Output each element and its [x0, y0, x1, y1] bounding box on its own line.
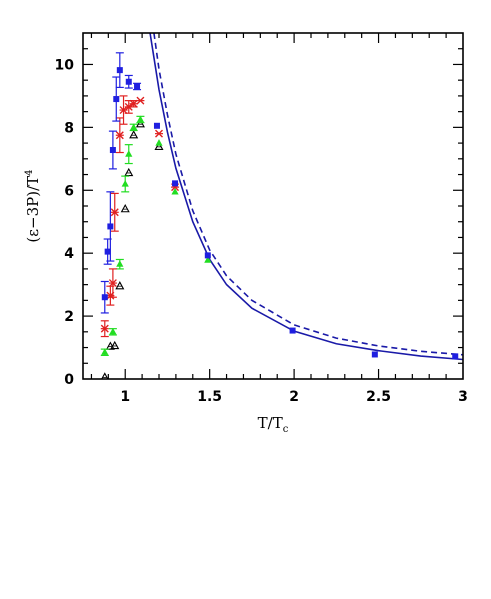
- data-point-open-triangle: [129, 130, 139, 139]
- marker-square: [107, 223, 114, 230]
- data-point-triangle: [155, 139, 163, 146]
- y-axis-title: (ε−3P)/T4: [24, 169, 42, 242]
- axis-ticks: [83, 33, 463, 379]
- marker-square: [109, 147, 116, 154]
- data-point-triangle: [108, 327, 117, 336]
- x-tick-label: 2.5: [366, 389, 391, 405]
- x-axis-title-main: T/T: [258, 414, 283, 432]
- data-point-square: [289, 327, 296, 334]
- marker-triangle: [116, 260, 124, 267]
- data-point-square: [172, 180, 179, 187]
- data-point-square: [115, 52, 124, 89]
- data-point-star: [136, 96, 145, 105]
- data-point-square: [133, 82, 142, 91]
- x-tick-labels: 1 1.5 2 2.5 3: [120, 389, 468, 405]
- marker-square: [125, 78, 132, 85]
- plot-frame: [82, 32, 464, 380]
- data-point-square: [204, 252, 211, 259]
- curve-dashed: [153, 33, 463, 356]
- data-point-open-triangle: [101, 372, 109, 379]
- marker-square: [452, 353, 459, 360]
- y-tick-label: 8: [64, 120, 74, 136]
- marker-square: [289, 327, 296, 334]
- data-point-star: [124, 100, 133, 114]
- data-point-square: [100, 280, 109, 314]
- x-tick-label: 3: [458, 389, 468, 405]
- marker-square: [113, 96, 120, 103]
- data-point-square: [153, 122, 160, 129]
- marker-square: [153, 122, 160, 129]
- marker-square: [104, 248, 111, 255]
- data-point-triangle: [100, 348, 109, 357]
- marker-square: [204, 252, 211, 259]
- plot-area: [100, 33, 463, 379]
- data-point-star: [129, 99, 138, 108]
- data-point-open-triangle: [154, 141, 164, 151]
- marker-square: [101, 294, 108, 301]
- data-point-square: [124, 74, 133, 89]
- y-tick-label: 6: [64, 183, 74, 199]
- marker-open-triangle: [129, 130, 139, 139]
- marker-triangle: [130, 123, 138, 130]
- data-point-star: [108, 268, 117, 298]
- data-point-square: [112, 76, 121, 122]
- data-point-open-triangle: [124, 167, 134, 177]
- y-tick-label: 0: [64, 372, 74, 388]
- x-tick-label: 2: [289, 389, 299, 405]
- data-point-triangle: [124, 144, 133, 165]
- marker-square: [134, 83, 141, 90]
- marker-square: [371, 351, 378, 358]
- marker-triangle: [101, 348, 109, 355]
- data-point-triangle: [136, 115, 145, 124]
- data-point-square: [106, 191, 115, 262]
- data-point-star: [110, 192, 119, 232]
- data-point-triangle: [121, 175, 130, 193]
- curve-solid: [149, 33, 463, 361]
- data-point-triangle: [129, 123, 138, 132]
- data-point-star: [115, 117, 124, 154]
- marker-open-triangle: [115, 281, 125, 290]
- marker-square: [116, 67, 123, 74]
- marker-square: [172, 180, 179, 187]
- data-point-star: [155, 129, 163, 138]
- marker-open-triangle: [120, 203, 130, 213]
- marker-open-triangle: [154, 141, 164, 151]
- data-point-square: [452, 353, 459, 360]
- marker-triangle: [155, 139, 163, 146]
- x-tick-label: 1.5: [197, 389, 222, 405]
- data-point-open-triangle: [120, 203, 130, 213]
- marker-open-triangle: [124, 167, 134, 177]
- y-tick-label: 2: [64, 309, 74, 325]
- data-point-star: [100, 320, 109, 338]
- marker-triangle: [171, 187, 179, 195]
- marker-open-triangle: [110, 340, 120, 350]
- marker-triangle: [204, 256, 212, 263]
- data-point-triangle: [204, 256, 212, 263]
- marker-triangle: [125, 150, 133, 157]
- x-tick-label: 1: [120, 389, 130, 405]
- y-axis-title-main: (ε−3P)/T: [24, 176, 42, 243]
- y-tick-labels: 0 2 4 6 8 10: [55, 57, 75, 388]
- marker-triangle: [121, 179, 129, 187]
- data-point-square: [371, 351, 378, 358]
- data-point-star: [119, 95, 128, 125]
- data-point-open-triangle: [110, 340, 120, 350]
- data-point-triangle: [115, 258, 124, 270]
- data-point-triangle: [171, 187, 179, 195]
- y-tick-label: 10: [55, 57, 75, 73]
- data-point-open-triangle: [135, 119, 145, 128]
- marker-open-triangle: [101, 372, 109, 379]
- marker-triangle: [136, 115, 145, 123]
- y-tick-label: 4: [64, 246, 74, 262]
- data-point-square: [108, 130, 117, 170]
- x-axis-title-sub: c: [283, 424, 289, 435]
- y-axis-title-sup: 4: [24, 169, 35, 175]
- marker-triangle: [109, 327, 117, 335]
- x-axis-title: T/Tc: [258, 414, 289, 435]
- marker-open-triangle: [135, 119, 145, 128]
- data-point-open-triangle: [115, 281, 125, 290]
